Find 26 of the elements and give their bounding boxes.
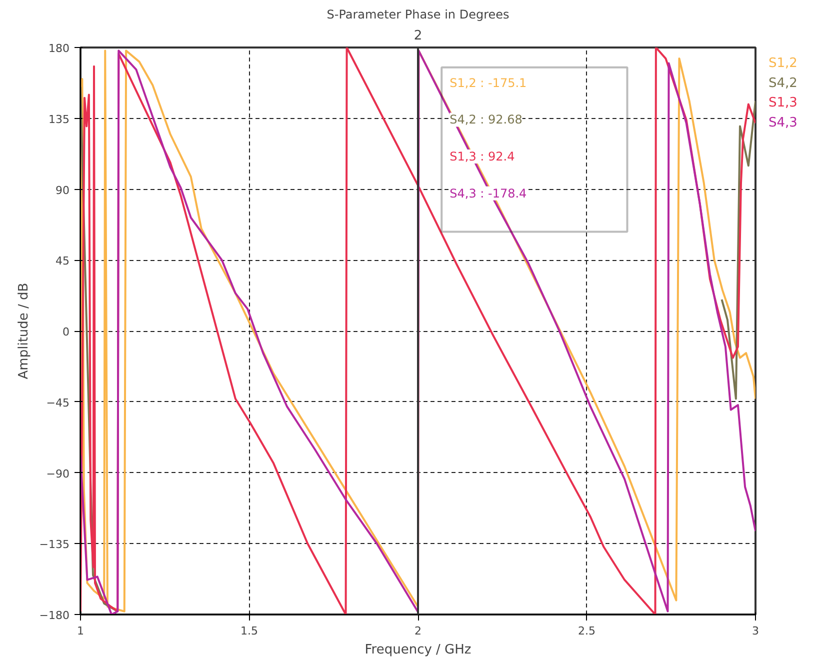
y-axis-title: Amplitude / dB [16, 282, 32, 380]
y-tick-label: 45 [56, 254, 70, 268]
y-tick-label: −90 [46, 467, 70, 480]
x-tick-label: 3 [752, 624, 759, 638]
text: S1,2 [768, 56, 798, 72]
series-label: S1,3 [768, 96, 798, 111]
chart-title: S-Parameter Phase in Degrees [326, 8, 510, 22]
annotation: S1,3 : 92.4 [450, 150, 515, 164]
annotation: S4,2 : 92.68 [450, 112, 522, 127]
y-tick-label: 90 [56, 184, 70, 197]
y-tick-label: −135 [39, 538, 70, 552]
y-tick-label: −45 [46, 396, 70, 410]
y-tick-label: 0 [62, 326, 70, 338]
x-axis-title: Frequency / GHz [364, 642, 472, 658]
annotation: S1,2 : -175.1 [450, 76, 527, 90]
annotation: S4,3 : -178.4 [450, 186, 527, 200]
x-tick-label: 1 [77, 624, 84, 638]
ref-line-label: 2 [414, 28, 422, 44]
text: S4,3 [768, 116, 798, 131]
x-tick-label: 2 [414, 624, 422, 638]
y-tick-label: 135 [48, 112, 70, 126]
x-tick-label: 2.5 [578, 624, 596, 638]
x-tick-label: 1.5 [240, 624, 258, 638]
series-label: S4,2 [768, 76, 798, 91]
y-tick-label: 180 [48, 42, 70, 55]
y-tick-label: −180 [39, 609, 70, 622]
